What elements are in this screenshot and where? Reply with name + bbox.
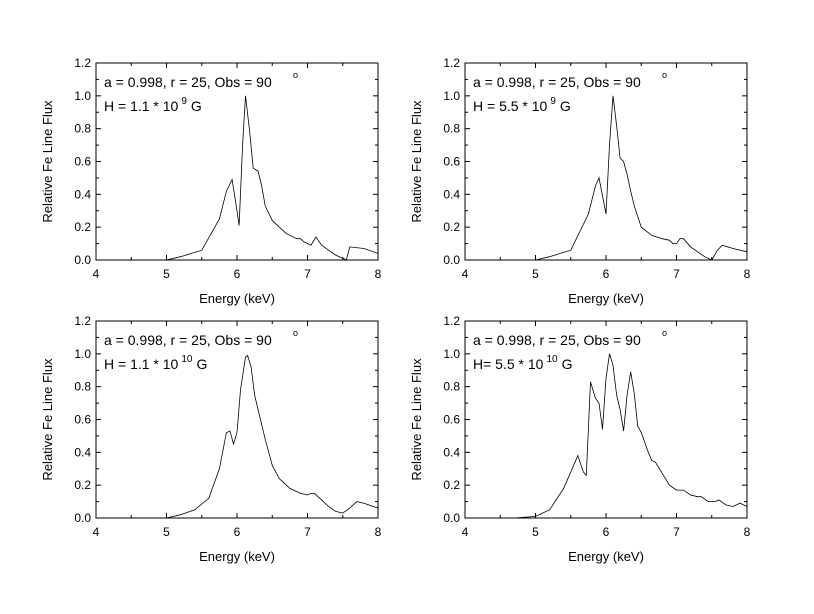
y-tick-label: 0.2	[443, 220, 460, 234]
y-tick-label: 0.0	[443, 253, 460, 267]
y-tick-label: 0.4	[443, 445, 460, 459]
degree-symbol: o	[662, 70, 667, 80]
series-line-1	[141, 95, 378, 260]
x-tick-label: 4	[462, 267, 469, 281]
annotation-parameters: a = 0.998, r = 25, Obs = 90	[104, 332, 272, 348]
plot-frame	[95, 320, 379, 519]
degree-symbol: o	[662, 328, 667, 338]
y-tick-label: 0.6	[443, 155, 460, 169]
field-strength-unit: G	[191, 98, 202, 114]
annotation-field-strength: H= 5.5 * 10 10 G	[473, 354, 572, 372]
x-tick-label: 8	[375, 525, 382, 539]
y-tick-label: 0.6	[74, 413, 91, 427]
y-axis-label: Relative Fe Line Flux	[40, 358, 55, 481]
x-tick-label: 7	[673, 525, 680, 539]
x-axis-label: Energy (keV)	[199, 549, 275, 564]
y-tick-label: 0.2	[74, 478, 91, 492]
y-tick-label: 1.0	[443, 89, 460, 103]
chart-panel-3: 4 5 6 7 8 0.0 0.2 0.4 0.6 0.8 1.0 1.2 Energy (keV) Re…	[40, 314, 382, 564]
y-tick-label: 1.2	[74, 314, 91, 328]
y-tick-label: 0.0	[74, 511, 91, 525]
field-strength-exponent: 10	[181, 354, 193, 365]
y-tick-label: 1.2	[443, 56, 460, 70]
y-tick-label: 0.4	[74, 187, 91, 201]
x-tick-label: 6	[234, 267, 241, 281]
chart-panel-4: 4 5 6 7 8 0.0 0.2 0.4 0.6 0.8 1.0 1.2 Energy (keV) Re…	[409, 314, 751, 564]
y-tick-label: 0.8	[443, 380, 460, 394]
y-tick-label: 1.0	[443, 347, 460, 361]
y-tick-label: 1.0	[74, 347, 91, 361]
x-tick-label: 5	[532, 525, 539, 539]
y-axis-label: Relative Fe Line Flux	[409, 358, 424, 481]
x-axis-label: Energy (keV)	[568, 291, 644, 306]
annotation-parameters: a = 0.998, r = 25, Obs = 90	[104, 74, 272, 90]
annotation-field-strength: H = 5.5 * 10 9 G	[473, 96, 571, 114]
plot-frame	[95, 62, 379, 261]
y-tick-label: 0.4	[74, 445, 91, 459]
field-strength-prefix: H= 5.5 * 10	[473, 356, 544, 372]
x-tick-label: 5	[532, 267, 539, 281]
y-tick-label: 1.0	[74, 89, 91, 103]
y-axis-label: Relative Fe Line Flux	[40, 100, 55, 223]
series-line-1	[510, 95, 747, 260]
x-axis-label: Energy (keV)	[568, 549, 644, 564]
y-tick-label: 1.2	[74, 56, 91, 70]
y-tick-label: 0.0	[443, 511, 460, 525]
y-tick-label: 0.6	[443, 413, 460, 427]
field-strength-prefix: H = 5.5 * 10	[473, 98, 548, 114]
annotation-parameters: a = 0.998, r = 25, Obs = 90	[473, 74, 641, 90]
chart-panel-1: 4 5 6 7 8 0.0 0.2 0.4 0.6 0.8 1.0 1.2 Energy (keV) Re…	[40, 56, 382, 306]
field-strength-prefix: H = 1.1 * 10	[104, 98, 179, 114]
x-tick-label: 4	[462, 525, 469, 539]
x-tick-label: 6	[603, 267, 610, 281]
x-axis-label: Energy (keV)	[199, 291, 275, 306]
y-tick-label: 0.8	[74, 380, 91, 394]
x-tick-label: 7	[304, 525, 311, 539]
y-tick-label: 0.2	[74, 220, 91, 234]
degree-symbol: o	[293, 328, 298, 338]
annotation-field-strength: H = 1.1 * 10 10 G	[104, 354, 207, 372]
field-strength-exponent: 9	[550, 96, 556, 107]
x-tick-label: 7	[673, 267, 680, 281]
x-tick-label: 8	[744, 267, 751, 281]
x-tick-label: 5	[163, 525, 170, 539]
field-strength-unit: G	[560, 98, 571, 114]
series-line-1	[141, 354, 378, 518]
y-tick-label: 0.4	[443, 187, 460, 201]
y-axis-label: Relative Fe Line Flux	[409, 100, 424, 223]
annotation-parameters: a = 0.998, r = 25, Obs = 90	[473, 332, 641, 348]
plot-frame	[464, 62, 748, 261]
x-tick-label: 6	[234, 525, 241, 539]
x-tick-label: 4	[93, 525, 100, 539]
field-strength-unit: G	[196, 356, 207, 372]
field-strength-exponent: 9	[181, 96, 187, 107]
x-tick-label: 8	[375, 267, 382, 281]
y-tick-label: 1.2	[443, 314, 460, 328]
field-strength-prefix: H = 1.1 * 10	[104, 356, 179, 372]
x-tick-label: 7	[304, 267, 311, 281]
y-tick-label: 0.8	[443, 122, 460, 136]
degree-symbol: o	[293, 70, 298, 80]
chart-panel-2: 4 5 6 7 8 0.0 0.2 0.4 0.6 0.8 1.0 1.2 Energy (keV) Re…	[409, 56, 751, 306]
y-tick-label: 0.8	[74, 122, 91, 136]
series-line-1	[500, 353, 747, 518]
field-strength-unit: G	[562, 356, 573, 372]
x-tick-label: 4	[93, 267, 100, 281]
x-tick-label: 6	[603, 525, 610, 539]
field-strength-exponent: 10	[546, 354, 558, 365]
x-tick-label: 5	[163, 267, 170, 281]
y-tick-label: 0.6	[74, 155, 91, 169]
x-tick-label: 8	[744, 525, 751, 539]
annotation-field-strength: H = 1.1 * 10 9 G	[104, 96, 202, 114]
y-tick-label: 0.2	[443, 478, 460, 492]
plot-frame	[464, 320, 748, 519]
y-tick-label: 0.0	[74, 253, 91, 267]
